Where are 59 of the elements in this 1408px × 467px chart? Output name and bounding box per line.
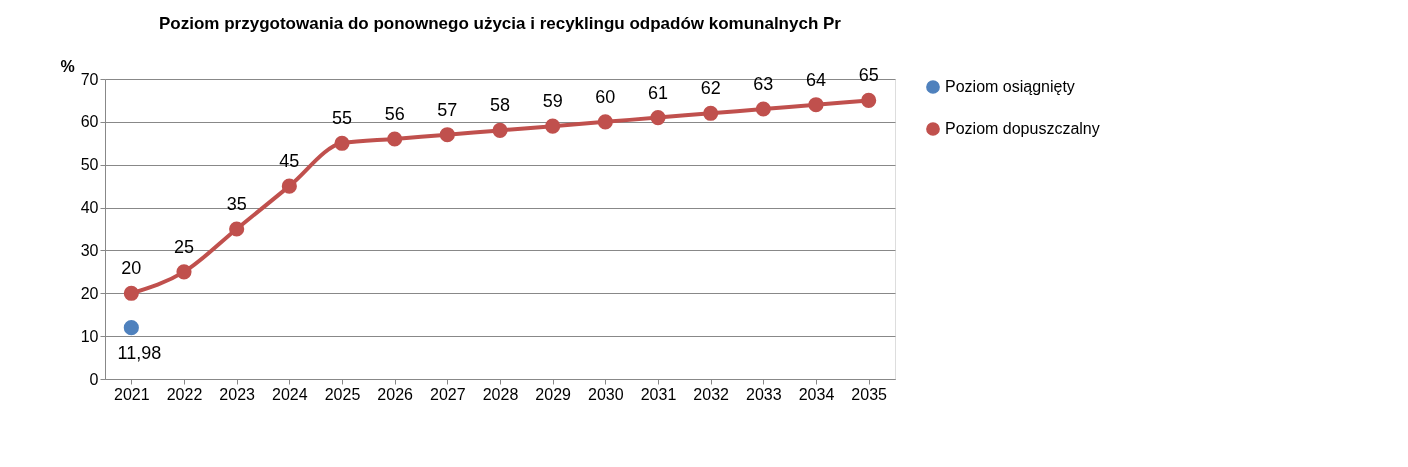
x-tick-label: 2026 (377, 385, 414, 403)
legend-label: Poziom osiągnięty (945, 78, 1075, 95)
point (597, 114, 613, 130)
data-label: 64 (805, 69, 827, 90)
data-label: 63 (753, 74, 774, 94)
legend-label: Poziom dopuszczalny (945, 120, 1100, 137)
data-label: 60 (595, 86, 616, 107)
point (861, 92, 877, 108)
y-tick-label: 40 (80, 199, 99, 217)
point (755, 101, 771, 117)
y-tick-label: 0 (89, 370, 99, 388)
y-tick-label: 10 (80, 327, 99, 345)
data-label: 59 (542, 91, 563, 112)
data-label: 61 (647, 82, 669, 103)
data-label: 35 (226, 194, 247, 214)
data-label: 45 (279, 151, 300, 172)
x-tick-label: 2025 (324, 385, 361, 403)
point (387, 131, 403, 147)
point (123, 285, 139, 301)
x-tick-label: 2032 (693, 385, 730, 403)
x-tick-label: 2021 (114, 385, 150, 403)
x-tick-label: 2030 (588, 385, 624, 403)
x-tick-label: 2022 (166, 385, 203, 403)
x-tick-label: 2024 (272, 385, 308, 403)
point (334, 135, 350, 151)
data-label: 11,98 (117, 342, 162, 363)
data-label: 58 (489, 95, 511, 116)
x-tick-label: 2033 (746, 385, 782, 403)
chart-title: Poziom przygotowania do ponownego użycia i recyklingu odpadów komunalnych Pr (159, 14, 842, 33)
point (703, 105, 719, 121)
y-tick-label: 60 (80, 113, 99, 131)
point (650, 110, 666, 126)
point (229, 221, 245, 237)
point (176, 264, 192, 280)
y-tick-label: 30 (80, 241, 99, 259)
y-tick-label: 70 (80, 70, 99, 88)
x-tick-label: 2035 (851, 385, 888, 403)
y-tick-label: 50 (80, 156, 99, 174)
x-tick-label: 2023 (219, 385, 256, 403)
point (123, 320, 139, 336)
point (281, 178, 297, 194)
data-label: 65 (858, 65, 879, 86)
data-label: 55 (331, 108, 353, 129)
x-tick-label: 2034 (798, 385, 835, 403)
point (808, 97, 824, 113)
point (492, 122, 508, 138)
point (439, 127, 455, 143)
x-tick-label: 2029 (535, 385, 572, 403)
y-tick-label: 20 (80, 284, 99, 302)
data-label: 56 (384, 104, 405, 124)
point (545, 118, 561, 134)
x-tick-label: 2031 (640, 385, 677, 403)
x-tick-label: 2027 (430, 385, 466, 403)
x-tick-label: 2028 (482, 385, 519, 403)
data-label: 25 (173, 236, 195, 257)
data-label: 20 (121, 258, 142, 279)
data-label: 57 (437, 99, 458, 120)
data-label: 62 (700, 78, 721, 99)
y-axis-title: % (60, 57, 75, 75)
